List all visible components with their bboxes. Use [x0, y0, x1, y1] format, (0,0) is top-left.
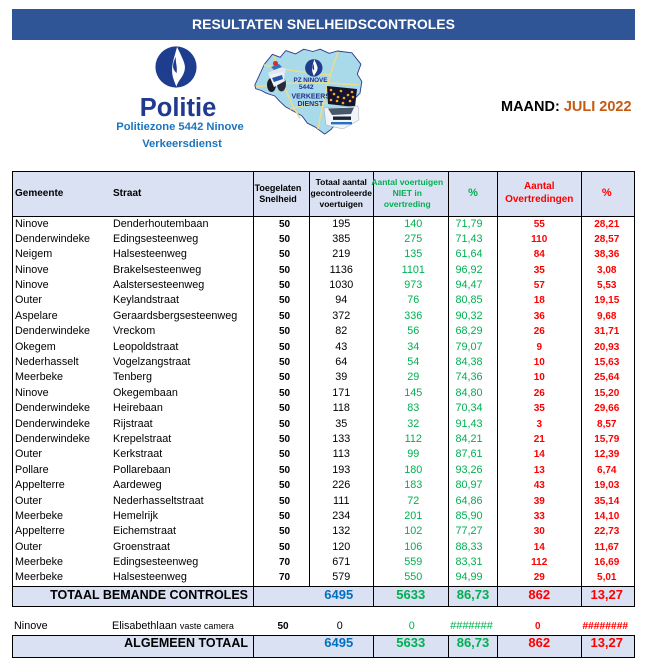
svg-text:VERKEERS: VERKEERS — [291, 94, 330, 101]
svg-text:PZ NINOVE: PZ NINOVE — [294, 77, 328, 84]
svg-text:DIENST: DIENST — [297, 101, 323, 108]
svg-text:5442: 5442 — [299, 84, 314, 91]
